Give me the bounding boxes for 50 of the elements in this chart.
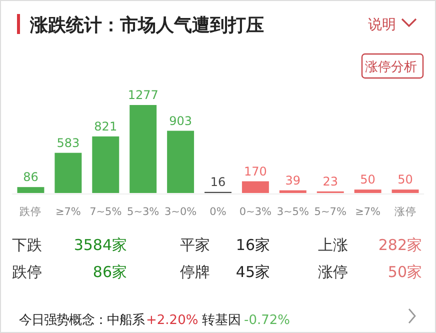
text: 涨停分析 [365, 60, 417, 75]
x-tick-label: 3~5% [276, 206, 309, 218]
text: 停牌 [180, 263, 210, 281]
data-label: 23 [322, 174, 338, 188]
bar [92, 136, 120, 193]
data-label: 39 [285, 173, 301, 188]
text: 下跌 [12, 236, 42, 254]
text: 16家 [236, 236, 270, 254]
text: 转基因 [202, 313, 241, 328]
bar [279, 190, 306, 193]
x-tick-label: ≥7% [355, 206, 381, 218]
text: 跌停 [12, 263, 42, 281]
x-tick-label: 5~7% [314, 206, 346, 218]
x-tick-label: 涨停 [394, 206, 416, 218]
data-label: 1277 [128, 88, 158, 102]
x-tick-label: 3~0% [164, 206, 197, 218]
text: 上涨 [318, 236, 348, 254]
text: 45家 [236, 263, 270, 281]
text: +2.20% [146, 313, 198, 328]
data-label: 170 [244, 164, 267, 178]
bar [167, 130, 194, 193]
chart-title: 涨跌统计：市场人气遭到打压 [29, 15, 264, 36]
text: 282家 [378, 236, 422, 254]
bar [17, 187, 44, 193]
data-label: 50 [398, 172, 413, 187]
data-label: 86 [23, 170, 38, 184]
x-tick-label: 0~3% [239, 206, 272, 218]
bar [392, 190, 419, 193]
x-tick-label: 0% [210, 206, 226, 218]
x-tick-label: 7~5% [90, 206, 122, 218]
x-tick-label: ≥7% [55, 206, 81, 218]
data-label: 16 [210, 174, 226, 189]
bar [130, 105, 157, 193]
text: 平家 [180, 236, 210, 254]
bar [242, 181, 269, 193]
data-label: 50 [360, 172, 376, 187]
text: 3584家 [74, 236, 127, 254]
text: 涨停 [318, 263, 348, 281]
bar [354, 190, 382, 193]
text: 今日强势概念：中船系 [19, 313, 145, 328]
data-label: 903 [169, 114, 192, 128]
data-label: 821 [94, 119, 118, 134]
text: 50家 [388, 263, 422, 281]
text: -0.72% [244, 313, 290, 328]
text: 说明 [368, 17, 396, 33]
text: 86家 [92, 263, 127, 281]
x-tick-label: 5~3% [127, 206, 160, 218]
bar [54, 152, 82, 193]
data-label: 583 [56, 136, 80, 150]
x-tick-label: 跌停 [20, 206, 42, 218]
